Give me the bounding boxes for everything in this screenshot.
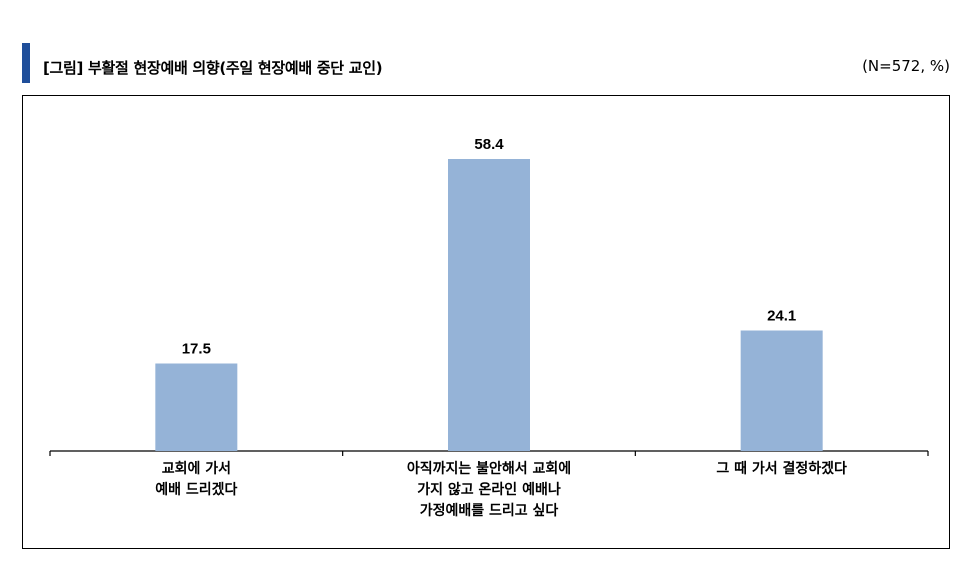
data-label-1: 17.5 bbox=[182, 341, 211, 358]
category-label-2-line-2: 가지 않고 온라인 예배나 bbox=[417, 481, 561, 498]
category-label-2-line-3: 가정예배를 드리고 싶다 bbox=[420, 502, 559, 519]
bar-3 bbox=[740, 330, 823, 451]
category-label-2-line-1: 아직까지는 불안해서 교회에 bbox=[407, 460, 571, 477]
chart-frame bbox=[22, 95, 950, 549]
category-label-1-line-2: 예배 드리겠다 bbox=[155, 481, 237, 498]
data-label-3: 24.1 bbox=[767, 308, 796, 325]
chart-title: [그림] 부활절 현장예배 의향(주일 현장예배 중단 교인) bbox=[43, 59, 383, 77]
bar-2 bbox=[448, 159, 530, 451]
sample-size-note: (N=572, %) bbox=[862, 57, 950, 75]
bar-1 bbox=[155, 363, 238, 451]
category-label-1-line-1: 교회에 가서 bbox=[162, 461, 231, 477]
title-accent-bar bbox=[22, 43, 30, 83]
category-label-3-line-1: 그 때 가서 결정하겠다 bbox=[716, 460, 847, 477]
data-label-2: 58.4 bbox=[474, 136, 504, 153]
